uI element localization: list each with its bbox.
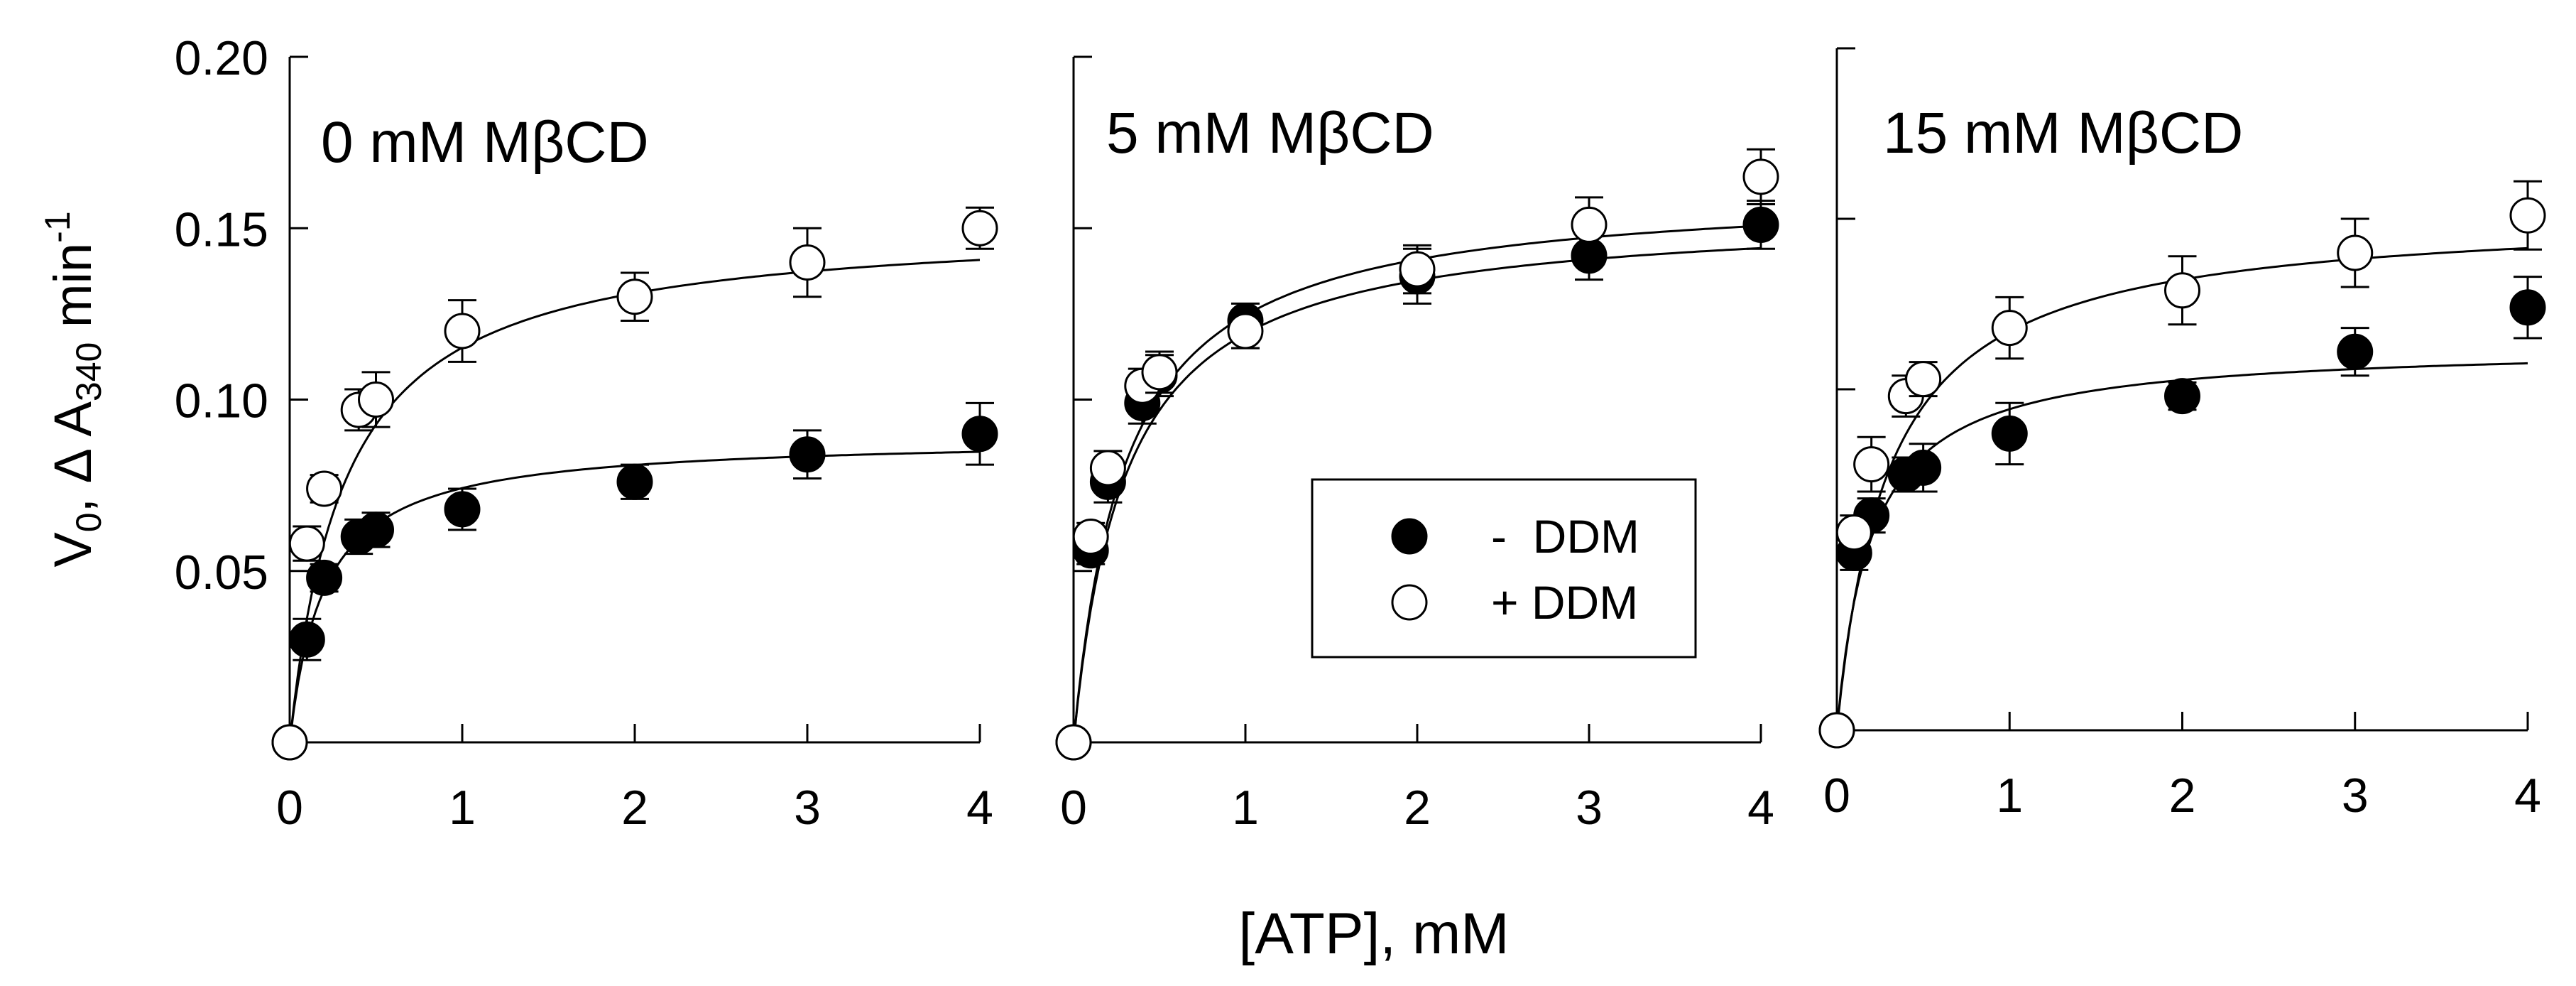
panel-title: 0 mM MβCD [321, 110, 649, 175]
data-point [961, 416, 998, 453]
y-tick-label: 0.05 [175, 546, 268, 600]
data-point [2164, 272, 2200, 309]
data-point [1571, 206, 1608, 243]
y-tick-label: 0.15 [175, 202, 268, 256]
y-tick-label: 0.10 [175, 374, 268, 428]
data-point [288, 621, 325, 658]
data-point [789, 436, 826, 473]
data-point [2337, 234, 2374, 271]
x-tick-label: 4 [1747, 781, 1774, 835]
data-point [2337, 333, 2374, 370]
data-point [616, 463, 653, 500]
data-point [288, 525, 325, 562]
series-plus-ddm [1055, 148, 1779, 761]
legend: - DDM + DDM [1311, 478, 1697, 659]
data-point [1742, 206, 1779, 243]
panel-3: 0 1 2 3 4 15 mM MβCD [1818, 47, 2546, 823]
panel-title: 15 mM MβCD [1883, 101, 2243, 166]
data-point [358, 381, 394, 418]
panel-title: 5 mM MβCD [1106, 101, 1434, 166]
data-point [271, 724, 308, 761]
data-point [306, 559, 343, 596]
data-point [961, 210, 998, 246]
y-axis-label-sup: -1 [38, 211, 77, 242]
x-axis-label: [ATP], mM [1238, 901, 1509, 966]
data-point [1905, 361, 1942, 398]
legend-label-plus-ddm: + DDM [1491, 576, 1638, 629]
legend-label-minus-ddm: - DDM [1491, 510, 1639, 563]
x-tick-label: 3 [2342, 769, 2369, 823]
data-point [444, 313, 481, 350]
x-tick-label: 1 [1996, 769, 2023, 823]
y-axis-label-v: V [43, 532, 102, 568]
panels: 0.05 0.10 0.15 0.20 0 1 2 3 4 0 mM MβCD 0 1 2 3 4 5 mM … [175, 31, 2546, 835]
data-point [1905, 449, 1942, 486]
x-tick-label: 2 [621, 781, 648, 835]
data-point [1399, 251, 1436, 288]
series-plus-ddm [271, 206, 998, 761]
x-tick-label: 2 [1404, 781, 1431, 835]
data-point [1818, 712, 1855, 749]
y-axis-label: V0, Δ A340 min-1 [38, 211, 109, 567]
x-tick-label: 4 [966, 781, 993, 835]
data-point [306, 470, 343, 507]
data-point [1089, 450, 1126, 487]
y-axis-label-sub0: 0 [69, 512, 109, 532]
data-point [1055, 724, 1092, 761]
data-point [1141, 354, 1178, 391]
x-tick-label: 2 [2169, 769, 2196, 823]
data-point [444, 491, 481, 528]
x-tick-label: 1 [1232, 781, 1259, 835]
data-point [616, 278, 653, 315]
data-point [2509, 197, 2546, 234]
x-tick-label: 0 [1823, 769, 1850, 823]
x-tick-label: 3 [794, 781, 821, 835]
series-minus-ddm [271, 401, 998, 761]
y-axis-label-delta: , Δ A [43, 401, 102, 512]
data-point [1991, 310, 2028, 347]
data-point [358, 511, 394, 548]
data-point [1991, 415, 2028, 452]
y-tick-label: 0.20 [175, 31, 268, 85]
x-tick-label: 0 [1060, 781, 1087, 835]
data-point [2509, 289, 2546, 326]
panel-2: 0 1 2 3 4 5 mM MβCD [1055, 55, 1779, 835]
panel-1: 0.05 0.10 0.15 0.20 0 1 2 3 4 0 mM MβCD [175, 31, 998, 835]
data-point [2164, 378, 2200, 415]
data-point [789, 244, 826, 281]
y-axis-label-sub340: 340 [69, 342, 109, 401]
x-tick-label: 4 [2514, 769, 2541, 823]
legend-box [1311, 478, 1697, 659]
data-point [1072, 519, 1109, 555]
x-tick-label: 0 [276, 781, 303, 835]
data-point [1227, 313, 1264, 350]
data-point [1853, 446, 1890, 483]
data-point [1835, 514, 1872, 551]
y-axis-label-unit: min [43, 243, 102, 342]
x-tick-label: 3 [1576, 781, 1603, 835]
data-point [1742, 158, 1779, 195]
series-plus-ddm [1818, 180, 2546, 749]
legend-marker-filled [1391, 518, 1428, 555]
legend-marker-open [1391, 584, 1428, 621]
x-tick-label: 1 [449, 781, 476, 835]
